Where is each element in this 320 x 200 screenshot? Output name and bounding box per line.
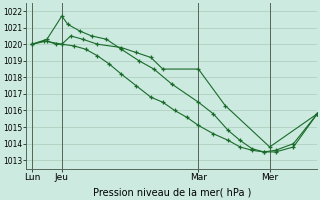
X-axis label: Pression niveau de la mer( hPa ): Pression niveau de la mer( hPa )	[92, 187, 251, 197]
